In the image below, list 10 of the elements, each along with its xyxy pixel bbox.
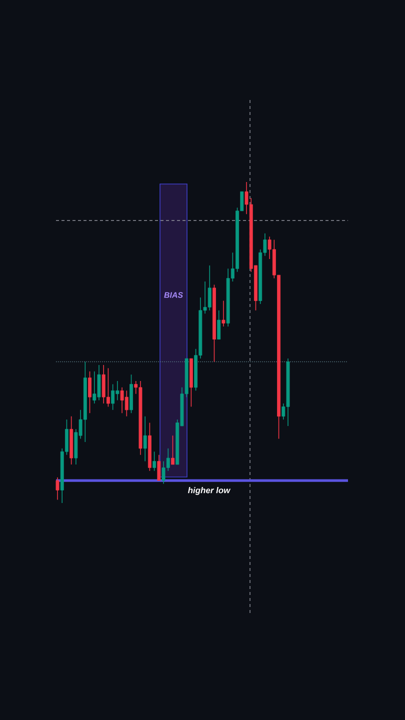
candlestick — [222, 300, 226, 327]
ref-line-label: higher low — [188, 487, 231, 495]
candlestick — [106, 368, 110, 408]
candlestick — [152, 451, 156, 472]
candlestick — [217, 310, 221, 340]
candlestick — [157, 454, 161, 481]
candlestick — [56, 476, 60, 500]
candlestick — [171, 435, 174, 465]
candlestick — [143, 416, 147, 462]
candlestick — [88, 370, 92, 414]
